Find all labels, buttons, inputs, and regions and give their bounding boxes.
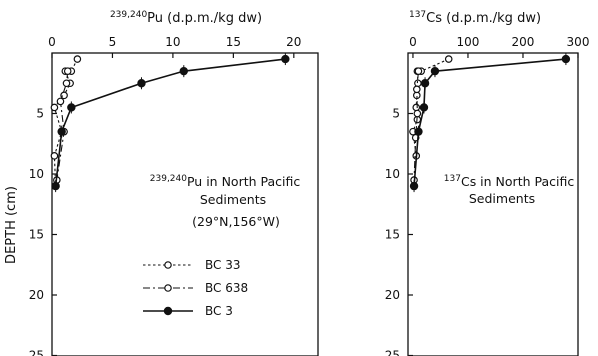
cs-data-point — [413, 85, 421, 94]
pu-annotation-superscript: 239,240 — [150, 174, 187, 184]
pu-annotation-line1: Pu in North Pacific — [187, 174, 300, 189]
cs-annotation-line2: Sediments — [469, 191, 535, 206]
cs-title: 137Cs (d.p.m./kg dw) — [409, 10, 541, 26]
pu-data-point — [56, 97, 65, 106]
cs-series-line-bc-3 — [413, 58, 566, 187]
pu-xtick-label: 10 — [165, 35, 180, 49]
pu-data-point — [60, 91, 68, 100]
cs-xtick-label: 200 — [512, 35, 535, 49]
cs-data-point — [413, 109, 422, 118]
pu-data-point — [62, 79, 71, 88]
cs-ytick-label: 25 — [385, 349, 400, 356]
pu-ytick-label: 10 — [29, 167, 44, 181]
cs-annotation-line1: Cs in North Pacific — [461, 174, 574, 189]
pu-xtick-label: 20 — [286, 35, 301, 49]
pu-ytick-label: 5 — [36, 107, 44, 121]
pu-xtick-label: 15 — [226, 35, 241, 49]
cs-title-main: Cs (d.p.m./kg dw) — [426, 11, 541, 26]
cs-data-point — [414, 67, 423, 75]
pu-ytick-label: 15 — [29, 228, 44, 242]
pu-data-point — [50, 103, 59, 112]
pu-ytick-label: 20 — [29, 288, 44, 302]
pu-annotation-line3: (29°N,156°W) — [192, 214, 280, 229]
cs-xtick-label: 0 — [409, 35, 417, 49]
pu-title-superscript: 239,240 — [110, 10, 147, 20]
pu-series-group — [50, 53, 290, 193]
cs-series-line-bc-638 — [413, 71, 420, 181]
pu-annotation-line2: Sediments — [200, 192, 266, 207]
pu-title: 239,240Pu (d.p.m./kg dw) — [110, 10, 262, 26]
pu-xtick-label: 5 — [109, 35, 117, 49]
legend-marker — [164, 261, 172, 269]
legend-marker — [164, 284, 172, 292]
cs-title-superscript: 137 — [409, 10, 426, 20]
cs-annotation-superscript: 137 — [444, 174, 461, 184]
cs-ytick-label: 20 — [385, 288, 400, 302]
cs-xtick-label: 100 — [457, 35, 480, 49]
pu-xtick-label: 0 — [48, 35, 56, 49]
cs-data-point — [412, 103, 421, 112]
cs-ytick-label: 10 — [385, 167, 400, 181]
legend-label: BC 3 — [205, 304, 233, 318]
pu-annotation: 239,240Pu in North Pacific — [150, 174, 301, 189]
pu-tick-group: 0 5 10 15 20 5 10 15 20 25 — [29, 35, 301, 356]
legend-label: BC 638 — [205, 281, 248, 295]
cs-plot-frame — [407, 52, 579, 356]
pu-data-point — [63, 67, 72, 75]
legend-marker — [163, 306, 173, 316]
pu-ytick-label: 25 — [29, 349, 44, 356]
cs-xtick-label: 300 — [567, 35, 590, 49]
cs-annotation: 137Cs in North Pacific — [444, 174, 575, 189]
cs-data-point — [444, 55, 453, 63]
pu-data-point — [50, 152, 59, 160]
pu-data-point — [73, 55, 82, 63]
cs-series-group — [409, 53, 571, 193]
cs-ytick-label: 5 — [392, 107, 400, 121]
pu-legend: BC 33 BC 638 BC 3 — [143, 258, 248, 318]
pu-panel: 239,240Pu (d.p.m./kg dw) 0 5 10 15 205101520… — [4, 10, 319, 356]
legend-label: BC 33 — [205, 258, 240, 272]
pu-series-line-bc-3 — [54, 58, 286, 187]
cs-ytick-label: 15 — [385, 228, 400, 242]
pu-plot-frame — [51, 52, 319, 356]
cs-data-point — [414, 79, 422, 88]
cs-tick-group: 0 100 200 300 5 10 15 20 25 — [385, 35, 590, 356]
pu-title-main: Pu (d.p.m./kg dw) — [147, 11, 262, 26]
cs-panel: 137Cs (d.p.m./kg dw) 0 100 200 300510152025… — [385, 10, 590, 356]
pu-ylabel: DEPTH (cm) — [4, 186, 19, 264]
